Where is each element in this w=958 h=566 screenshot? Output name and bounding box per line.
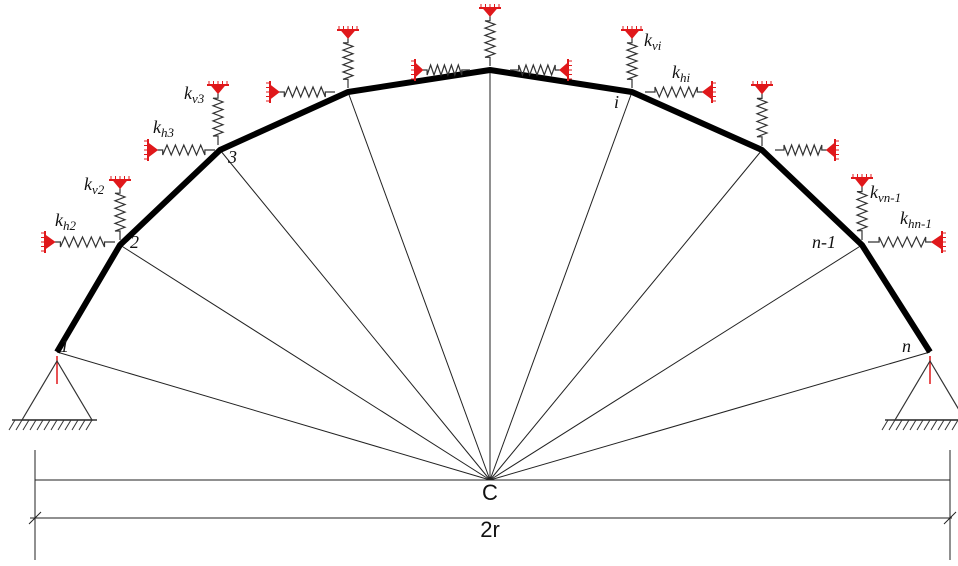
spring-support (147, 142, 159, 158)
ground-hatch (43, 419, 51, 431)
ground-hatch (902, 419, 910, 431)
spring-label: kv2 (84, 174, 105, 197)
radial-line (219, 149, 491, 481)
dimension-tick (943, 511, 957, 525)
radial-line (489, 244, 863, 481)
ground-hatch (85, 419, 93, 431)
spring-support (623, 29, 641, 39)
ground-hatch (916, 419, 924, 431)
ground-hatch (78, 419, 86, 431)
spring (483, 16, 497, 66)
spring (157, 143, 215, 157)
node-label: n-1 (812, 232, 836, 252)
ground-hatch (64, 419, 72, 431)
spring-label: kvn-1 (870, 182, 901, 205)
spring-support (825, 141, 836, 159)
spring-support (339, 29, 357, 39)
spring-support (111, 179, 129, 190)
dimension-tick (28, 511, 42, 525)
spring (855, 186, 869, 240)
spring-label: khn-1 (900, 208, 932, 231)
spring-support (701, 84, 713, 100)
radial-line (56, 351, 491, 481)
radial-line (489, 351, 931, 481)
spring (510, 63, 560, 77)
ground-hatch (22, 419, 30, 431)
spring-support (481, 7, 499, 17)
spring (341, 38, 355, 88)
spring (422, 63, 470, 77)
spring-label: khi (672, 62, 691, 85)
ground-hatch (71, 419, 79, 431)
spring-label: kvi (644, 30, 662, 53)
spring-support (753, 84, 771, 95)
ground-hatch (951, 419, 958, 431)
ground-hatch (944, 419, 952, 431)
arch (54, 67, 933, 354)
spring-support (269, 83, 280, 101)
spring (625, 38, 639, 88)
spring-support (414, 61, 424, 79)
spring-label: kh3 (153, 117, 175, 140)
node-label: 1 (60, 336, 69, 356)
ground-hatch (50, 419, 58, 431)
ground-hatch (29, 419, 37, 431)
ground-hatch (36, 419, 44, 431)
ground-hatch (57, 419, 65, 431)
spring-support (44, 234, 56, 250)
spring-support (559, 61, 569, 79)
arch-structure (8, 4, 958, 560)
ground-hatch (909, 419, 917, 431)
radial-line (489, 149, 763, 481)
ground-hatch (881, 419, 889, 431)
spring-support (209, 84, 227, 95)
ground-hatch (895, 419, 903, 431)
spring (755, 93, 769, 146)
spring (54, 235, 115, 249)
radial-line (347, 91, 491, 481)
spring (775, 143, 827, 157)
ground-hatch (930, 419, 938, 431)
node-label: i (614, 92, 619, 112)
spring (868, 235, 932, 249)
spring-support (930, 234, 943, 250)
spring (279, 85, 335, 99)
center-label: C (482, 480, 498, 505)
spring (645, 85, 703, 99)
pin-support (893, 359, 958, 421)
spring-label: kh2 (55, 210, 77, 233)
ground-hatch (937, 419, 945, 431)
spring (113, 188, 127, 240)
ground-hatch (8, 419, 16, 431)
spring-support (853, 177, 871, 188)
radial-line (489, 91, 633, 481)
span-label: 2r (480, 517, 500, 542)
spring-label: kv3 (184, 83, 205, 106)
node-label: n (902, 336, 911, 356)
node-label: 2 (130, 232, 139, 252)
spring (211, 93, 225, 145)
ground-hatch (15, 419, 23, 431)
ground-hatch (923, 419, 931, 431)
node-label: 3 (227, 147, 237, 167)
radial-line (119, 244, 491, 481)
ground-hatch (888, 419, 896, 431)
